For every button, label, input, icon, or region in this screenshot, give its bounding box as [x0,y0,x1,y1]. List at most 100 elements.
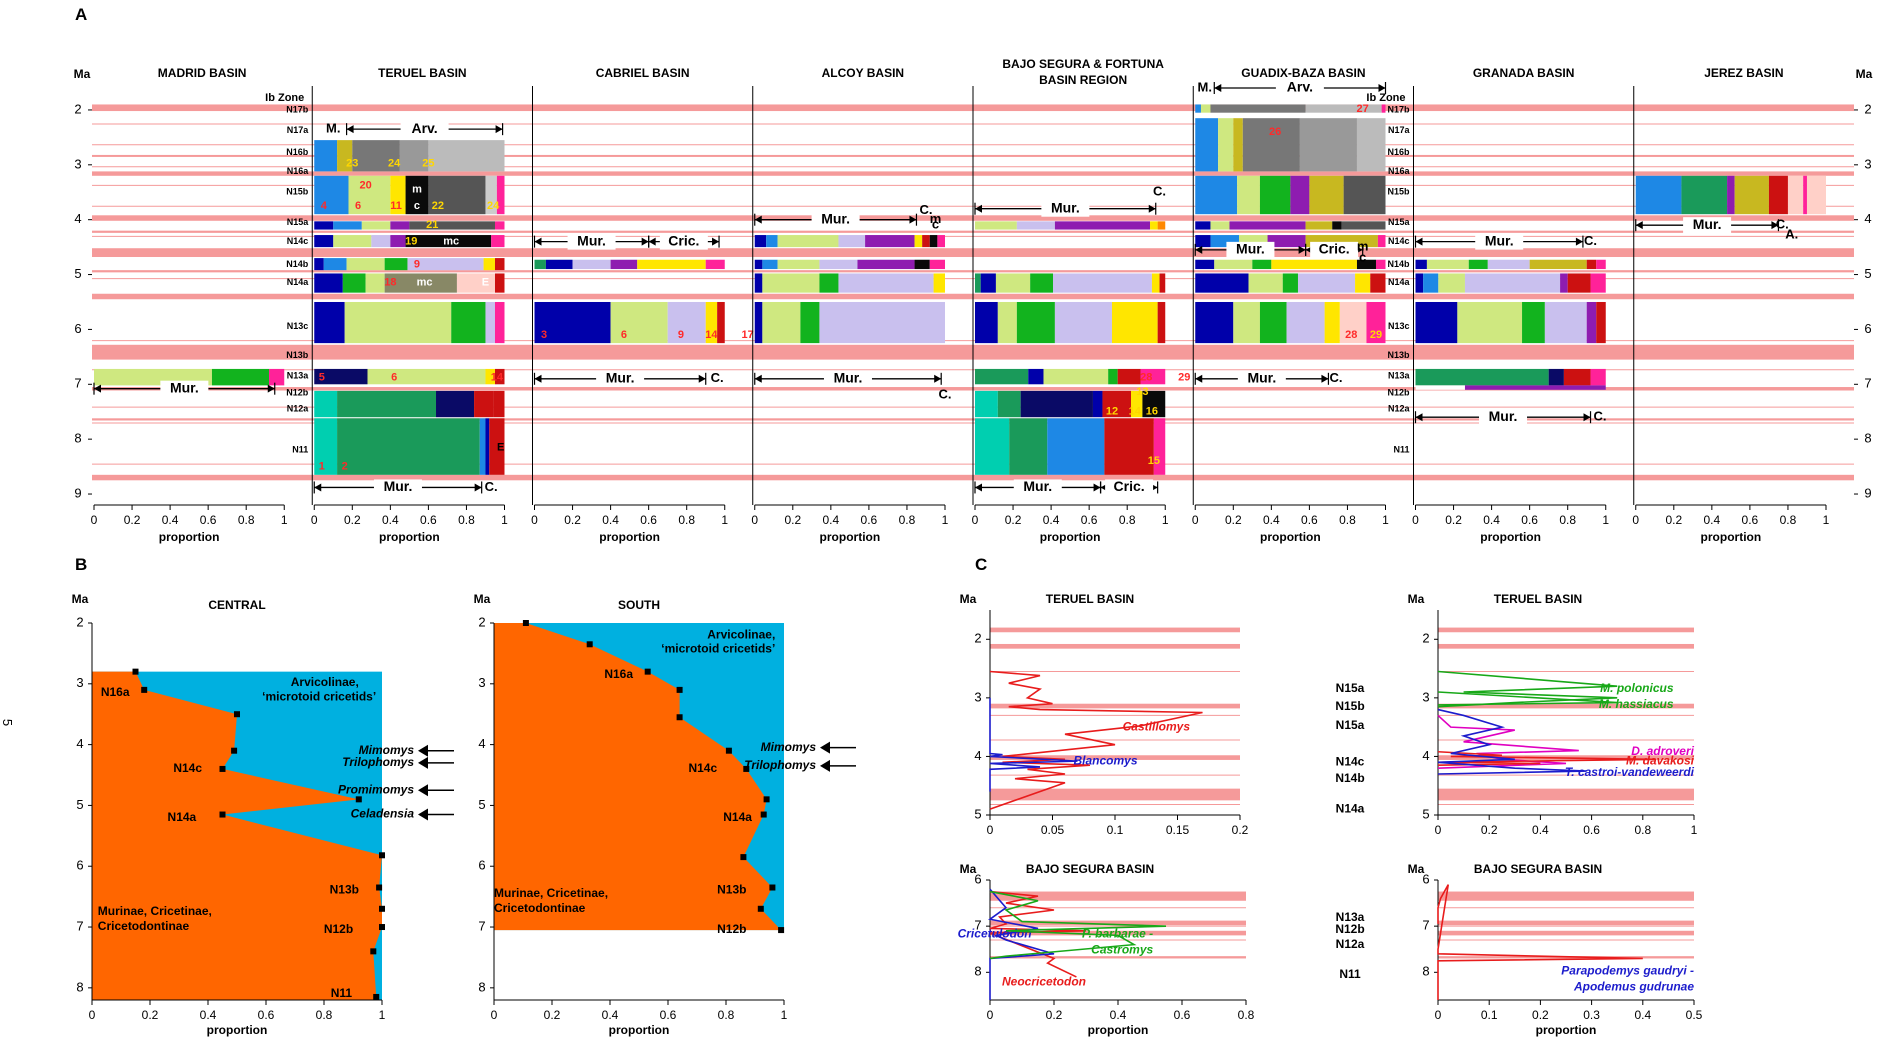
x-axis-label: proportion [599,530,660,544]
bar-segment [491,235,505,248]
bar-segment [637,259,706,270]
span-label: Mur. [834,370,863,386]
bar-segment [1159,273,1166,293]
bar-segment [975,390,998,418]
bar-segment [1355,273,1371,293]
bar-segment [933,273,945,293]
ib-zone-label: N14a [287,277,310,287]
x-tick-label: 0.4 [1634,1008,1651,1022]
bar-segment [997,301,1017,344]
panel-letter-c: C [975,555,987,574]
bar-segment [1259,301,1287,344]
span-label-bg [400,121,449,138]
basin-title: MADRID BASIN [158,66,247,80]
area-label: Cricetodontinae [98,919,190,933]
y-tick-label: 4 [1422,748,1429,763]
bar-number: 16 [1146,406,1158,418]
series-line [1437,670,1618,708]
bar-segment [1047,418,1105,475]
bar-segment [1544,301,1587,344]
x-tick-label: 0.1 [1481,1008,1498,1022]
ib-zone-label: N12a [287,403,310,413]
bar-segment [975,418,1010,475]
bar-number: 9 [414,259,420,271]
bar-segment [1111,301,1158,344]
zone-band [990,755,1240,760]
data-point [725,747,732,754]
series-label: T. castroi-vandeweerdi [1565,765,1695,779]
span-label-bg [373,479,422,496]
zone-band [990,643,1240,649]
y-tick-label: 7 [974,918,981,933]
basin-title-line2: BASIN REGION [1039,73,1127,87]
x-tick-label: 0.4 [602,1008,619,1022]
bar-number: 4 [321,200,328,212]
series-line [989,670,1203,810]
murinae-area [494,623,782,931]
x-axis-label: proportion [1701,530,1762,544]
bar-segment [1415,385,1465,390]
span-arrow-head-left [1415,237,1423,246]
bar-segment [1468,259,1488,270]
span-label: Mur. [577,232,606,248]
bar-segment [1415,259,1427,270]
taxon-label: Trilophomys [744,758,816,772]
basin-title: GUADIX-BAZA BASIN [1241,66,1365,80]
bar-segment [1282,273,1298,293]
x-tick-label: 1 [781,1008,788,1022]
data-point [743,765,750,772]
span-label: Mur. [1693,216,1722,232]
bar-segment [1529,259,1587,270]
bar-segment [314,301,345,344]
x-tick-label: 0.6 [420,513,437,527]
y-tick-right: 8 [1864,431,1871,446]
bar-segment [762,301,801,344]
y-tick-label: 5 [1422,806,1429,821]
bar-segment [1635,175,1682,215]
bar-segment [1464,385,1606,390]
bar-segment [1464,273,1561,293]
x-tick-label: 0.2 [344,513,361,527]
x-tick-label: 0 [1632,513,1639,527]
bar-segment [667,301,706,344]
span-arrow-head-left [1635,221,1643,230]
span-label-bg [1475,233,1524,250]
x-tick-label: 0.3 [1583,1008,1600,1022]
ib-zone-label: N15b [1387,187,1410,197]
bar-segment [384,273,457,293]
span-label-bg [1041,200,1090,217]
span-label-bg [1105,479,1154,496]
bar-segment [1200,104,1211,113]
ib-zone-label: N12b [1387,387,1410,397]
boundary-marker: C. [1776,217,1789,232]
bar-segment [838,235,866,248]
bar-segment [1305,221,1333,230]
bar-segment [1806,175,1826,215]
data-point [355,796,362,803]
x-tick-label: 0.6 [640,513,657,527]
y-tick-label: 4 [478,736,485,751]
bar-segment [1195,273,1249,293]
zone-label: N13b [330,883,359,897]
data-point [141,686,148,693]
bar-segment [995,273,1031,293]
ib-zone-label: N17b [1387,104,1410,114]
span-arrow-head-right [1575,237,1583,246]
bar-segment [314,258,324,271]
y-tick-label: 3 [1422,689,1429,704]
bar-number: 14 [705,329,718,341]
bar-segment [1157,301,1166,344]
bar-segment [1054,301,1112,344]
y-tick-label: 2 [1422,631,1429,646]
bar-segment [1214,259,1253,270]
bar-segment [344,301,452,344]
taxon-arrow-head [820,759,830,772]
series-label-line2: Castromys [1091,943,1153,957]
y-tick-label: 6 [974,871,981,886]
bar-segment [1195,175,1238,215]
zone-band [1438,891,1694,901]
panel-title: BAJO SEGURA BASIN [1026,862,1154,876]
y-tick-left: 7 [74,376,81,391]
bar-segment [819,259,858,270]
bar-segment [1054,221,1151,230]
